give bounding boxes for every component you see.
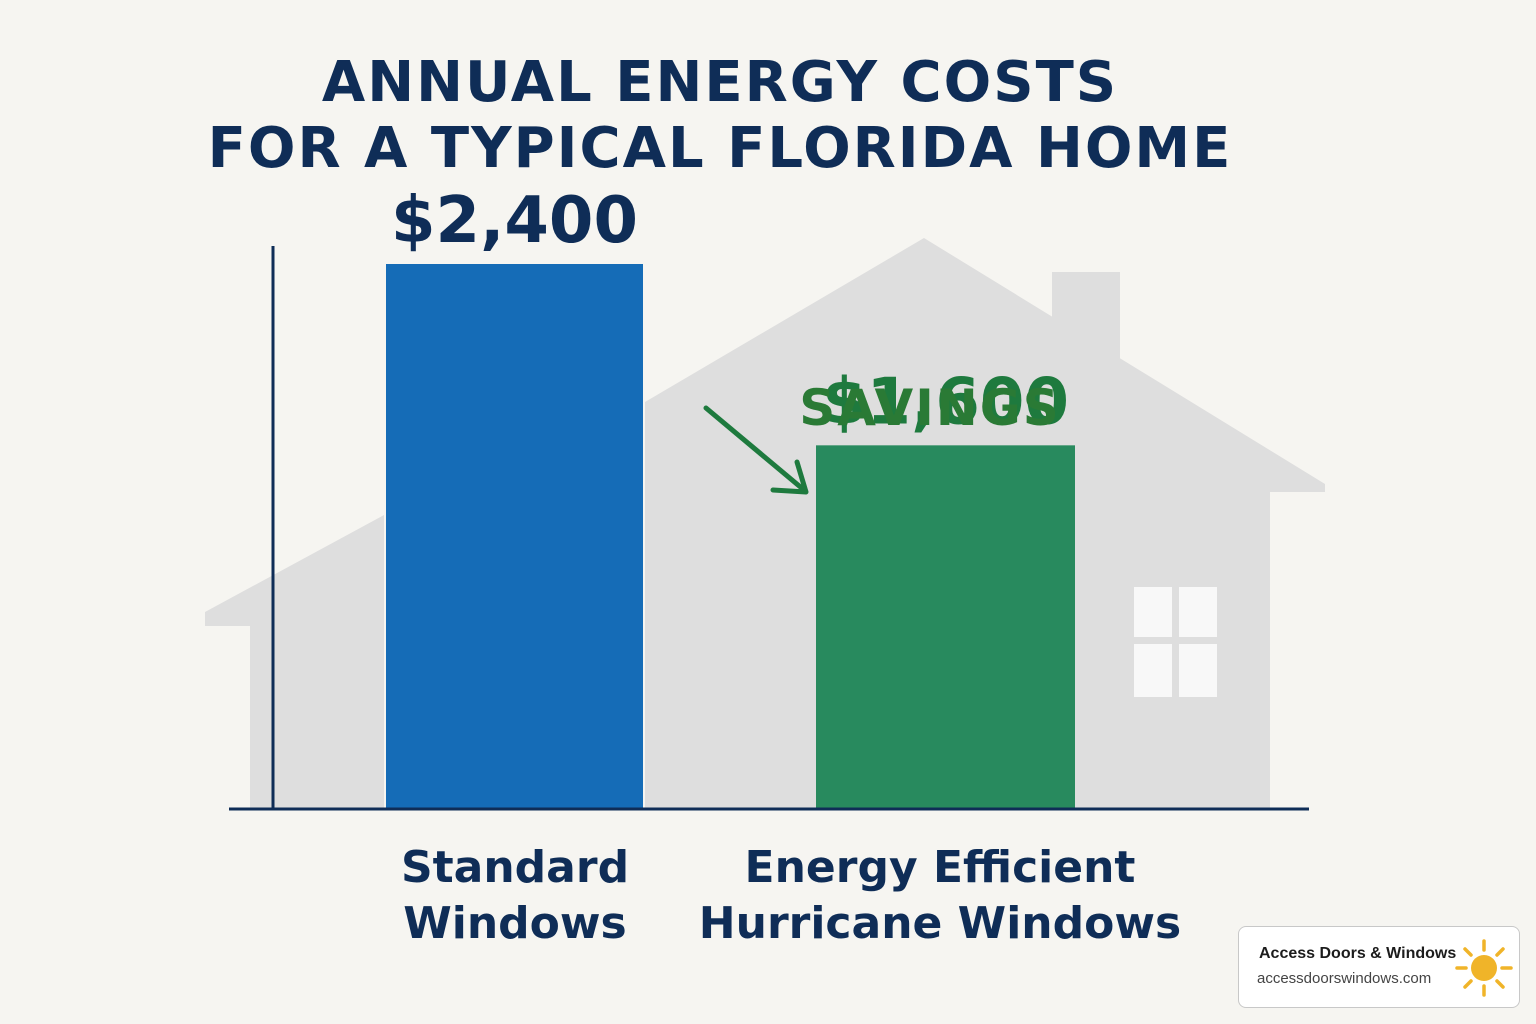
- category-label-line: Energy Efficient: [744, 842, 1136, 893]
- category-label-line: Windows: [403, 898, 627, 949]
- chart-title-line-1: ANNUAL ENERGY COSTS: [321, 50, 1119, 115]
- sun-icon: [1455, 939, 1513, 997]
- brand-name: Access Doors & Windows: [1259, 945, 1457, 962]
- category-label-standard: Standard Windows: [315, 840, 715, 952]
- chart-title: ANNUAL ENERGY COSTS FOR A TYPICAL FLORID…: [0, 50, 1440, 182]
- bar-efficient: [816, 445, 1075, 808]
- brand-badge: Access Doors & Windows accessdoorswindow…: [1238, 926, 1520, 1008]
- bar-value-label-efficient: $1,600: [822, 365, 1069, 439]
- savings-arrow: [703, 405, 809, 495]
- bar-value-label-standard: $2,400: [391, 184, 638, 258]
- house-silhouette: [205, 238, 1325, 810]
- savings-label: SAVINGS: [799, 379, 1061, 437]
- chart-title-line-2: FOR A TYPICAL FLORIDA HOME: [207, 116, 1233, 181]
- brand-url: accessdoorswindows.com: [1257, 970, 1432, 987]
- category-label-line: Standard: [400, 842, 630, 893]
- bar-standard: [386, 264, 643, 808]
- house-window: [1134, 587, 1217, 697]
- category-label-efficient: Energy Efficient Hurricane Windows: [690, 840, 1190, 952]
- category-label-line: Hurricane Windows: [698, 898, 1182, 949]
